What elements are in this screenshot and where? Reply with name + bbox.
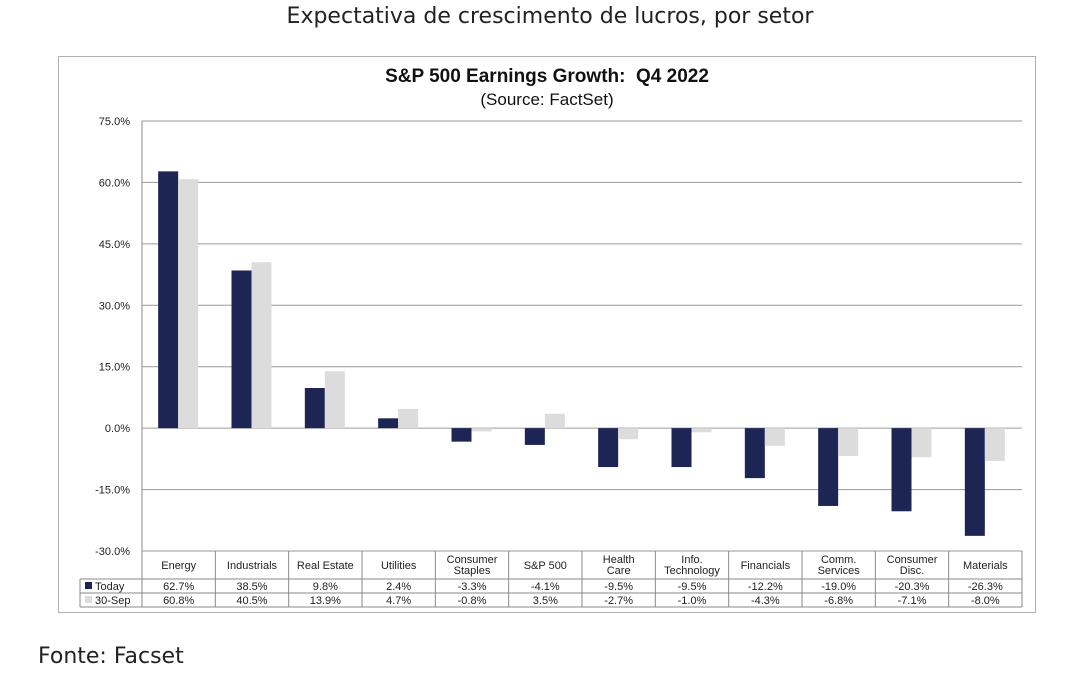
data-label: -4.3% [751, 595, 780, 607]
y-tick-label: 75.0% [99, 116, 130, 128]
page-title: Expectativa de crescimento de lucros, po… [286, 4, 814, 29]
bar-today [378, 418, 399, 429]
category-label: Materials [963, 560, 1008, 572]
category-label: Staples [454, 565, 491, 577]
data-label: 40.5% [236, 595, 267, 607]
category-label: Technology [664, 565, 720, 577]
data-label: 62.7% [163, 581, 194, 593]
legend-label: 30-Sep [95, 595, 130, 607]
category-label: Real Estate [297, 560, 354, 572]
category-label: Industrials [227, 560, 278, 572]
bar-30-sep [911, 428, 932, 458]
data-label: 4.7% [386, 595, 411, 607]
data-label: -9.5% [604, 581, 633, 593]
bar-30-sep [764, 428, 785, 446]
bar-30-sep [398, 408, 419, 429]
data-label: -20.3% [895, 581, 930, 593]
data-label: -2.7% [604, 595, 633, 607]
bar-today [451, 428, 472, 442]
source-note: Fonte: Facset [38, 644, 184, 669]
legend-swatch [85, 582, 92, 589]
bar-today [891, 428, 912, 512]
bar-30-sep [691, 428, 712, 433]
source-value: Facset [113, 644, 184, 669]
data-label: 13.9% [310, 595, 341, 607]
bar-today [744, 428, 765, 479]
category-label: S&P 500 [524, 560, 567, 572]
data-label: -3.3% [458, 581, 487, 593]
bar-today [598, 428, 619, 468]
bar-30-sep [178, 179, 199, 429]
y-tick-label: 60.0% [99, 177, 130, 189]
data-label: 9.8% [313, 581, 338, 593]
bar-30-sep [324, 371, 345, 429]
bar-today [304, 388, 325, 429]
chart-title: S&P 500 Earnings Growth: Q4 2022 [385, 66, 709, 87]
bar-today [158, 171, 179, 429]
data-label: -7.1% [898, 595, 927, 607]
y-axis-ticks: 75.0% 60.0% 45.0% 30.0% 15.0% 0.0% -15.0% -30.0… [95, 116, 130, 558]
bar-30-sep [618, 428, 639, 440]
y-tick-label: -30.0% [95, 546, 130, 558]
y-tick-label: -15.0% [95, 485, 130, 497]
bar-30-sep [984, 428, 1005, 461]
legend-swatch [85, 596, 92, 603]
data-label: -6.8% [824, 595, 853, 607]
bar-30-sep [544, 413, 565, 429]
earnings-growth-chart: S&P 500 Earnings Growth: Q4 2022 (Source… [79, 66, 1023, 608]
data-label: -0.8% [458, 595, 487, 607]
category-label: Consumer [887, 554, 938, 566]
data-label: -9.5% [678, 581, 707, 593]
legend-label: Today [95, 581, 125, 593]
source-label: Fonte: [38, 644, 107, 669]
data-label: 2.4% [386, 581, 411, 593]
bar-today [524, 428, 545, 445]
data-label: -1.0% [678, 595, 707, 607]
data-label: 60.8% [163, 595, 194, 607]
category-label: Services [818, 565, 861, 577]
data-label: -26.3% [968, 581, 1003, 593]
bars [158, 171, 1005, 536]
bar-today [964, 428, 985, 536]
category-label: Utilities [381, 560, 417, 572]
category-label: Care [607, 565, 631, 577]
bar-30-sep [471, 428, 492, 432]
data-label: -12.2% [748, 581, 783, 593]
category-label: Health [603, 554, 635, 566]
data-label: -4.1% [531, 581, 560, 593]
data-label: -8.0% [971, 595, 1000, 607]
chart-subtitle: (Source: FactSet) [480, 90, 613, 109]
gridlines [141, 120, 1022, 552]
y-tick-label: 45.0% [99, 239, 130, 251]
data-label: 38.5% [236, 581, 267, 593]
data-label: -19.0% [821, 581, 856, 593]
category-label: Consumer [447, 554, 498, 566]
bar-today [231, 270, 252, 429]
data-table: Energy Industrials Real Estate Utilities Con… [79, 551, 1023, 608]
category-label: Comm. [821, 554, 856, 566]
data-label: 3.5% [533, 595, 558, 607]
y-tick-label: 0.0% [105, 423, 130, 435]
category-label: Energy [161, 560, 196, 572]
bar-30-sep [838, 428, 859, 456]
bar-today [671, 428, 692, 468]
bar-today [818, 428, 839, 506]
y-tick-label: 15.0% [99, 362, 130, 374]
y-tick-label: 30.0% [99, 300, 130, 312]
category-label: Financials [741, 560, 791, 572]
bar-30-sep [251, 262, 272, 429]
chart-frame [58, 56, 1036, 613]
category-label: Info. [681, 554, 702, 566]
category-label: Disc. [900, 565, 924, 577]
